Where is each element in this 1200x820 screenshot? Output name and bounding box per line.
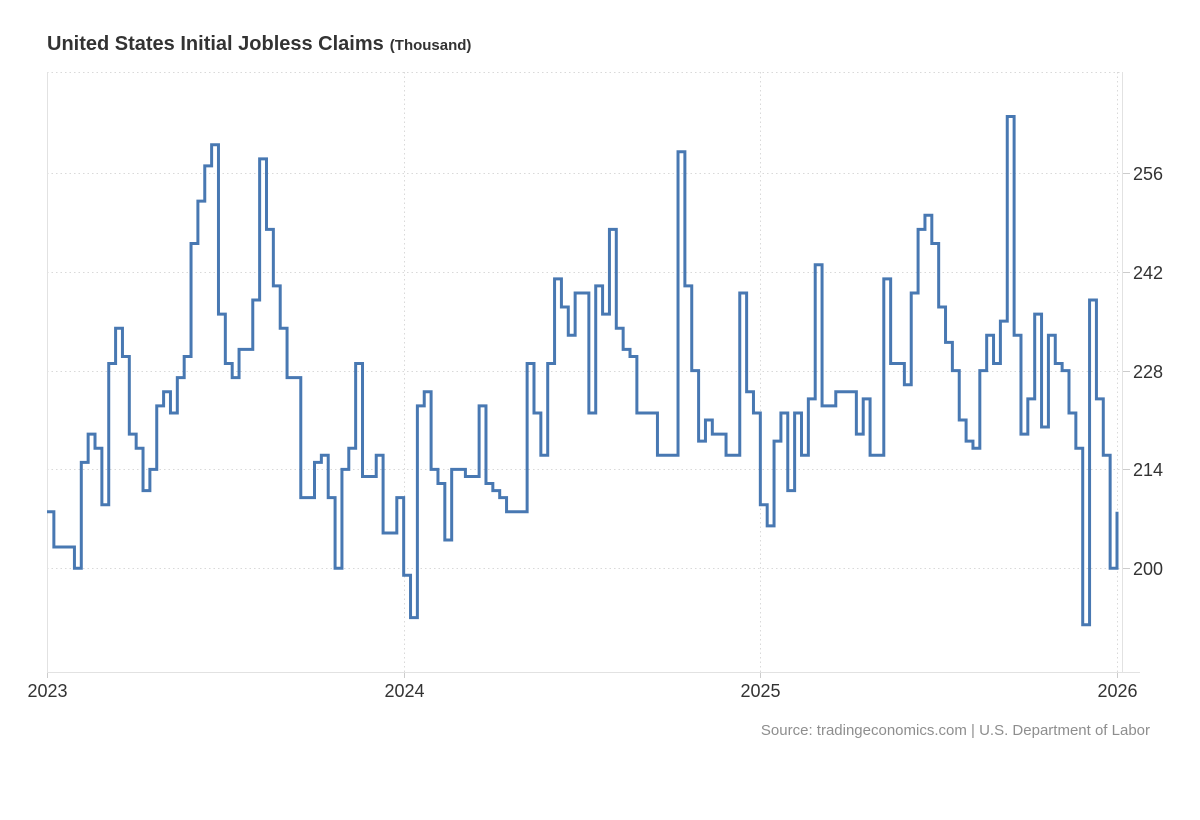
jobless-claims-step-line	[47, 114, 1119, 627]
y-axis-label: 200	[1133, 558, 1164, 579]
page-title: United States Initial Jobless Claims (Tho…	[47, 33, 471, 56]
chart-unit-label: (Thousand)	[389, 37, 472, 54]
y-axis-label: 242	[1133, 262, 1164, 283]
chart-canvas	[47, 72, 1140, 678]
y-axis-label: 214	[1133, 459, 1164, 480]
jobless-claims-chart: 200 214 228 242 256 2023 2024 2025 2026	[27, 72, 1164, 701]
y-axis-label: 228	[1133, 361, 1164, 382]
x-axis-label: 2023	[27, 681, 68, 701]
chart-title-text: United States Initial Jobless Claims	[47, 33, 384, 55]
y-axis-label: 256	[1133, 163, 1164, 184]
x-axis-label: 2026	[1097, 681, 1138, 701]
x-axis-label: 2024	[384, 681, 425, 701]
source-attribution: Source: tradingeconomics.com | U.S. Depa…	[760, 722, 1150, 739]
x-axis-label: 2025	[740, 681, 781, 701]
